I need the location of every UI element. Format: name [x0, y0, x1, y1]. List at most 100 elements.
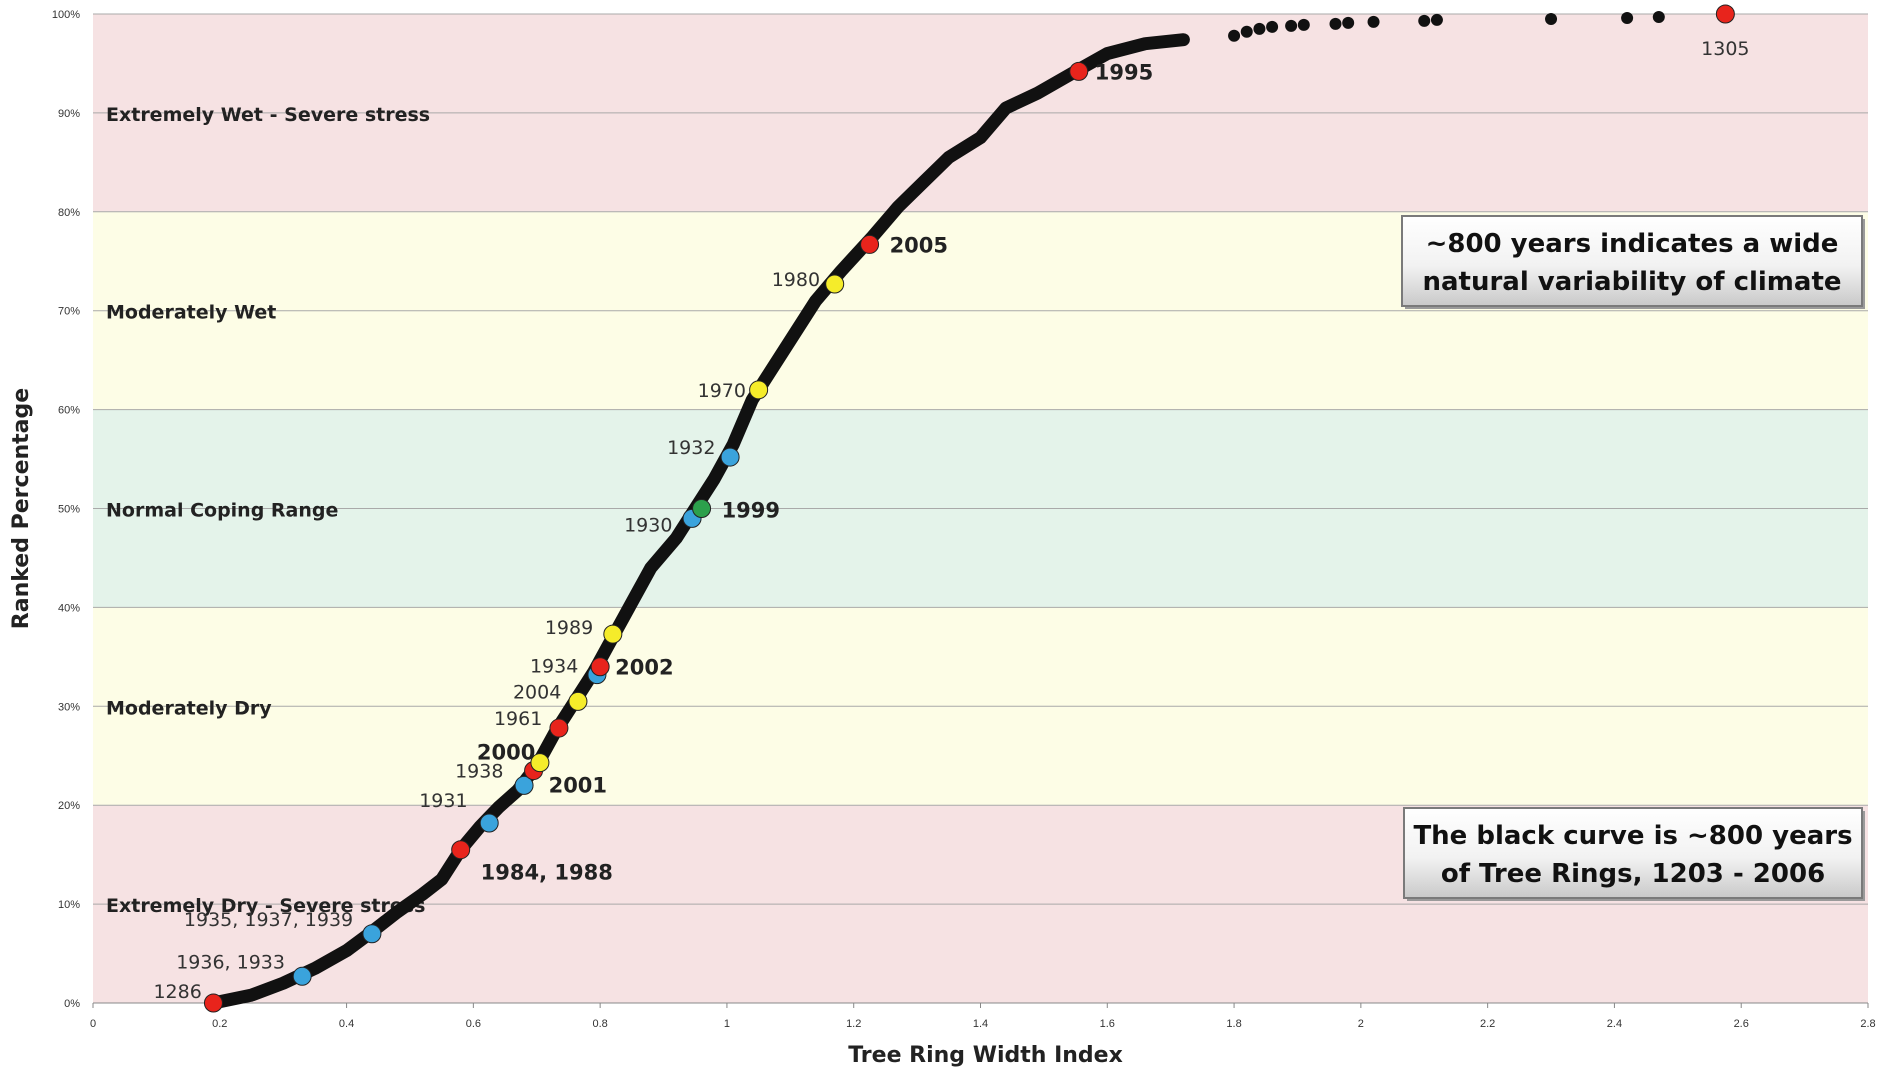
outlier-point [1342, 16, 1355, 29]
highlighted-point [603, 624, 623, 644]
point-label: 1980 [772, 269, 820, 291]
point-label: 1932 [667, 437, 715, 459]
point-label: 2005 [890, 233, 948, 257]
y-tick-label: 80% [58, 207, 80, 219]
highlighted-points: 1286 1936, 1933 1935, 1937, 1939 1984, 1988… [153, 4, 1750, 1013]
y-tick-label: 100% [52, 9, 80, 21]
x-tick-label: 0.6 [466, 1018, 481, 1030]
outlier-point [1652, 10, 1665, 23]
range-band-label: Normal Coping Range [106, 500, 338, 522]
highlighted-point [568, 691, 588, 711]
highlighted-point [292, 966, 312, 986]
tree-ring-curve [206, 33, 1190, 1010]
x-tick-label: 2.2 [1480, 1018, 1495, 1030]
highlighted-point [203, 993, 223, 1013]
callout-boxes: ~800 years indicates a wide natural varia… [1401, 215, 1865, 901]
x-axis-title: Tree Ring Width Index [848, 1043, 1123, 1068]
highlighted-point [860, 234, 880, 254]
point-label: 2000 [477, 741, 535, 765]
y-tick-label: 70% [58, 306, 80, 318]
callout-box: ~800 years indicates a wide natural varia… [1401, 215, 1865, 309]
highlighted-point [362, 924, 382, 944]
outlier-point [1329, 17, 1342, 30]
outlier-point [1228, 29, 1241, 42]
callout-frame [1401, 215, 1863, 307]
point-label: 1934 [530, 656, 578, 678]
y-tick-label: 40% [58, 602, 80, 614]
highlighted-point [549, 718, 569, 738]
point-label: 1961 [494, 708, 542, 730]
outlier-point [1297, 18, 1310, 31]
point-label: 1999 [722, 499, 780, 523]
x-tick-label: 1.4 [973, 1018, 988, 1030]
point-label: 1305 [1701, 38, 1749, 60]
point-label: 1931 [419, 790, 467, 812]
y-tick-label: 0% [64, 998, 80, 1010]
highlighted-point [1069, 61, 1089, 81]
y-axis-title: Ranked Percentage [9, 388, 34, 629]
point-label: 1970 [698, 380, 746, 402]
range-band-label: Extremely Wet - Severe stress [106, 104, 430, 126]
callout-box: The black curve is ~800 years of Tree Rin… [1403, 807, 1865, 901]
callout-line: of Tree Rings, 1203 - 2006 [1441, 859, 1825, 889]
outlier-point [1253, 22, 1266, 35]
range-band-label: Extremely Dry - Severe stress [106, 895, 425, 917]
outlier-point [1240, 25, 1253, 38]
x-tick-label: 0.8 [592, 1018, 607, 1030]
outlier-point [1266, 20, 1279, 33]
x-tick-label: 0 [90, 1018, 96, 1030]
axes: 0% 10% 20% 30% 40% 50% 60% 70% 80% 90% 100% 0 0.2 0.4… [52, 9, 1876, 1030]
curve-line [206, 33, 1190, 1010]
x-tick-label: 0.2 [212, 1018, 227, 1030]
x-tick-label: 1 [724, 1018, 730, 1030]
highlighted-point [590, 657, 610, 677]
x-tick-label: 2.4 [1607, 1018, 1622, 1030]
highlighted-point [530, 753, 550, 773]
y-tick-label: 90% [58, 108, 80, 120]
highlighted-point [1715, 4, 1735, 24]
gridlines [93, 13, 1868, 1004]
y-tick-label: 50% [58, 504, 80, 516]
range-band-label: Moderately Wet [106, 302, 276, 324]
highlighted-point [451, 840, 471, 860]
outlier-point [1621, 11, 1634, 24]
range-band-label: Moderately Dry [106, 697, 272, 719]
outlier-point [1545, 12, 1558, 25]
x-tick-label: 1.8 [1226, 1018, 1241, 1030]
x-tick-label: 2 [1358, 1018, 1364, 1030]
range-band-labels: Extremely Dry - Severe stress Moderately … [106, 104, 430, 917]
x-tick-label: 2.8 [1860, 1018, 1875, 1030]
highlighted-point [825, 274, 845, 294]
highlighted-point [749, 380, 769, 400]
x-tick-label: 1.6 [1100, 1018, 1115, 1030]
point-label: 1935, 1937, 1939 [184, 909, 353, 931]
outlier-point [1285, 19, 1298, 32]
point-label: 1938 [455, 760, 503, 782]
callout-line: The black curve is ~800 years [1413, 821, 1852, 851]
outlier-point [1418, 14, 1431, 27]
y-tick-label: 60% [58, 405, 80, 417]
point-label: 1936, 1933 [176, 951, 285, 973]
callout-line: natural variability of climate [1422, 267, 1841, 297]
point-label: 1286 [153, 981, 201, 1003]
point-label: 2001 [549, 774, 607, 798]
point-label: 2002 [615, 656, 673, 680]
x-tick-label: 2.6 [1734, 1018, 1749, 1030]
outlier-points [1228, 10, 1665, 42]
highlighted-point [692, 499, 712, 518]
highlighted-point [479, 813, 499, 833]
point-label: 1995 [1095, 60, 1153, 84]
y-tick-label: 30% [58, 701, 80, 713]
y-tick-label: 10% [58, 899, 80, 911]
outlier-point [1367, 15, 1380, 28]
outlier-point [1430, 13, 1443, 26]
callout-frame [1403, 807, 1863, 899]
callout-line: ~800 years indicates a wide [1426, 229, 1839, 259]
point-label: 1930 [624, 514, 672, 536]
highlighted-point [514, 775, 534, 795]
point-label: 1984, 1988 [481, 861, 613, 885]
point-label: 2004 [513, 681, 561, 703]
x-tick-label: 0.4 [339, 1018, 354, 1030]
point-label: 1989 [545, 617, 593, 639]
